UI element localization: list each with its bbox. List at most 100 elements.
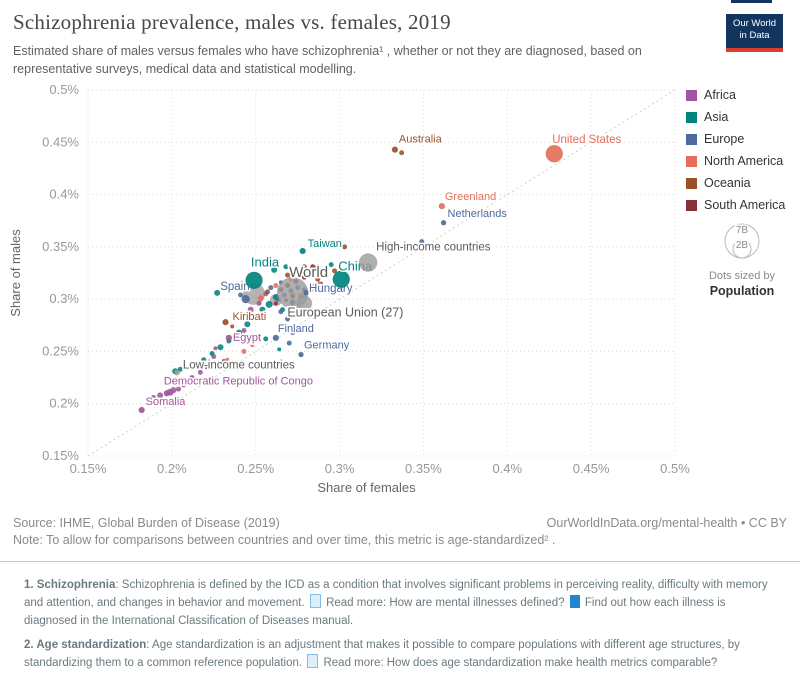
background-data-point[interactable] [216, 361, 221, 366]
background-data-point[interactable] [290, 330, 296, 336]
background-data-point[interactable] [277, 347, 282, 352]
footnote-lead: 2. Age standardization [24, 639, 147, 651]
background-data-point[interactable] [332, 268, 338, 274]
background-data-point[interactable] [247, 306, 254, 313]
background-data-point[interactable] [157, 392, 164, 399]
background-data-point[interactable] [254, 334, 260, 340]
background-data-point[interactable] [271, 266, 278, 273]
background-data-point[interactable] [217, 344, 224, 351]
background-data-point[interactable] [301, 264, 307, 270]
data-point-egypt[interactable] [225, 334, 233, 342]
background-data-point[interactable] [264, 289, 270, 295]
background-data-point[interactable] [285, 316, 291, 322]
data-point-kiribati[interactable] [222, 318, 229, 326]
background-data-point[interactable] [209, 351, 215, 357]
background-data-point[interactable] [268, 285, 274, 291]
data-point-germany[interactable] [298, 351, 304, 358]
background-data-point[interactable] [241, 348, 247, 354]
background-data-point[interactable] [265, 300, 273, 308]
background-data-point[interactable] [241, 328, 247, 334]
background-data-point[interactable] [197, 369, 203, 375]
background-data-point[interactable] [262, 310, 267, 315]
y-tick-label: 0.35% [42, 239, 79, 254]
footnote-text: Read more: How does age standardization … [320, 657, 718, 670]
background-data-point[interactable] [244, 321, 251, 328]
background-data-point[interactable] [150, 394, 156, 400]
legend-item-south-america[interactable]: South America [686, 198, 798, 212]
legend-item-asia[interactable]: Asia [686, 110, 798, 124]
data-point-china[interactable] [332, 270, 350, 289]
data-point-spain[interactable] [241, 294, 250, 304]
background-data-point[interactable] [297, 326, 302, 331]
background-data-point[interactable] [213, 346, 218, 351]
owid-logo[interactable]: Our World in Data [726, 14, 783, 52]
background-data-point[interactable] [256, 300, 262, 306]
background-data-point[interactable] [285, 272, 291, 278]
legend-item-north-america[interactable]: North America [686, 154, 798, 168]
background-data-point[interactable] [323, 288, 329, 294]
legend-item-oceania[interactable]: Oceania [686, 176, 798, 190]
background-data-point[interactable] [253, 313, 259, 319]
background-data-point[interactable] [399, 150, 405, 156]
size-legend-inner-label: 2B [736, 240, 749, 251]
background-data-point[interactable] [189, 375, 195, 381]
background-data-point[interactable] [315, 264, 321, 270]
background-data-point[interactable] [204, 364, 210, 370]
data-point-european-union-27-[interactable] [296, 295, 313, 312]
background-data-point[interactable] [192, 363, 198, 369]
background-data-point[interactable] [283, 264, 289, 270]
data-point-somalia[interactable] [138, 406, 145, 414]
data-point-finland[interactable] [272, 334, 280, 342]
legend-item-africa[interactable]: Africa [686, 88, 798, 102]
background-data-point[interactable] [328, 262, 334, 268]
point-label: United States [552, 134, 621, 146]
background-data-point[interactable] [307, 268, 312, 273]
background-data-point[interactable] [273, 283, 279, 289]
background-data-point[interactable] [315, 276, 321, 282]
background-data-point[interactable] [235, 329, 242, 336]
background-data-point[interactable] [279, 324, 286, 331]
data-point-taiwan[interactable] [299, 247, 306, 255]
legend-swatch [686, 199, 697, 211]
credit-link[interactable]: OurWorldInData.org/mental-health • CC BY [546, 516, 787, 530]
background-data-point[interactable] [308, 287, 314, 293]
data-point-hungary[interactable] [303, 290, 309, 296]
background-data-point[interactable] [181, 382, 187, 388]
background-data-point[interactable] [317, 281, 322, 286]
scatter-plot[interactable]: 0.15%0.15% 0.2% 0.2% 0.25% 0.25% 0.3% 0.3% 0.35… [0, 82, 800, 506]
background-data-point[interactable] [230, 324, 235, 329]
background-data-point[interactable] [301, 274, 307, 280]
background-data-point[interactable] [233, 336, 239, 342]
background-data-point[interactable] [225, 357, 230, 362]
background-data-point[interactable] [238, 316, 244, 322]
data-point-greenland[interactable] [438, 202, 446, 210]
background-data-point[interactable] [278, 309, 284, 315]
background-data-point[interactable] [170, 387, 177, 394]
data-point-india[interactable] [245, 271, 263, 290]
legend-item-europe[interactable]: Europe [686, 132, 798, 146]
background-data-point[interactable] [311, 284, 317, 290]
background-data-point[interactable] [176, 386, 182, 392]
background-data-point[interactable] [250, 343, 255, 348]
point-label: India [251, 254, 280, 269]
data-point-united-states[interactable] [545, 145, 563, 163]
background-data-point[interactable] [214, 289, 221, 296]
data-point-low-income-countries[interactable] [173, 369, 181, 376]
background-data-point[interactable] [201, 357, 207, 363]
background-data-point[interactable] [273, 301, 278, 306]
x-tick-label: 0.25% [237, 461, 274, 476]
data-point-high-income-countries[interactable] [358, 253, 378, 272]
data-point-netherlands[interactable] [440, 220, 447, 226]
background-data-point[interactable] [419, 239, 425, 245]
background-data-point[interactable] [310, 264, 316, 270]
background-data-point[interactable] [257, 295, 264, 302]
background-data-point[interactable] [286, 340, 292, 346]
data-point-australia[interactable] [391, 146, 399, 153]
background-data-point[interactable] [342, 244, 348, 250]
background-data-point[interactable] [286, 312, 292, 318]
background-data-point[interactable] [263, 336, 269, 342]
background-data-point[interactable] [238, 292, 244, 298]
data-point-democratic-republic-of-congo[interactable] [163, 390, 171, 397]
background-data-point[interactable] [221, 358, 226, 363]
